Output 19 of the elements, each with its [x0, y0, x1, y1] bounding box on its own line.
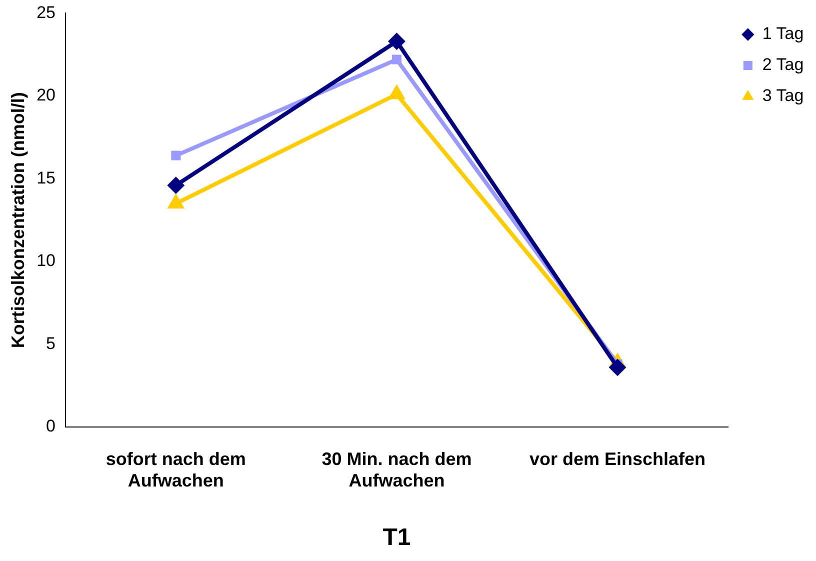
x-axis-title: T1: [382, 524, 411, 552]
point: [388, 32, 406, 50]
x-tick-label: sofort nach dem Aufwachen: [106, 448, 246, 490]
point: [609, 358, 626, 376]
y-tick-label: 15: [36, 168, 56, 188]
legend-label: 3 Tag: [762, 86, 804, 106]
x-tick-label: vor dem Einschlafen: [529, 448, 706, 469]
point: [171, 150, 181, 160]
y-tick-label: 10: [36, 251, 56, 270]
y-tick-label: 5: [46, 334, 56, 353]
y-tick-label: 25: [36, 2, 56, 22]
legend-label: 1 Tag: [762, 24, 804, 44]
point: [392, 54, 402, 64]
x-tick-label: 30 Min. nach dem Aufwachen: [322, 448, 472, 490]
y-tick-label: 0: [46, 416, 56, 436]
legend-label: 2 Tag: [762, 55, 804, 74]
y-tick-label: 20: [36, 86, 56, 105]
y-axis-title: Kortisolkonzentration (nmol/l): [8, 92, 28, 348]
point: [167, 176, 184, 194]
